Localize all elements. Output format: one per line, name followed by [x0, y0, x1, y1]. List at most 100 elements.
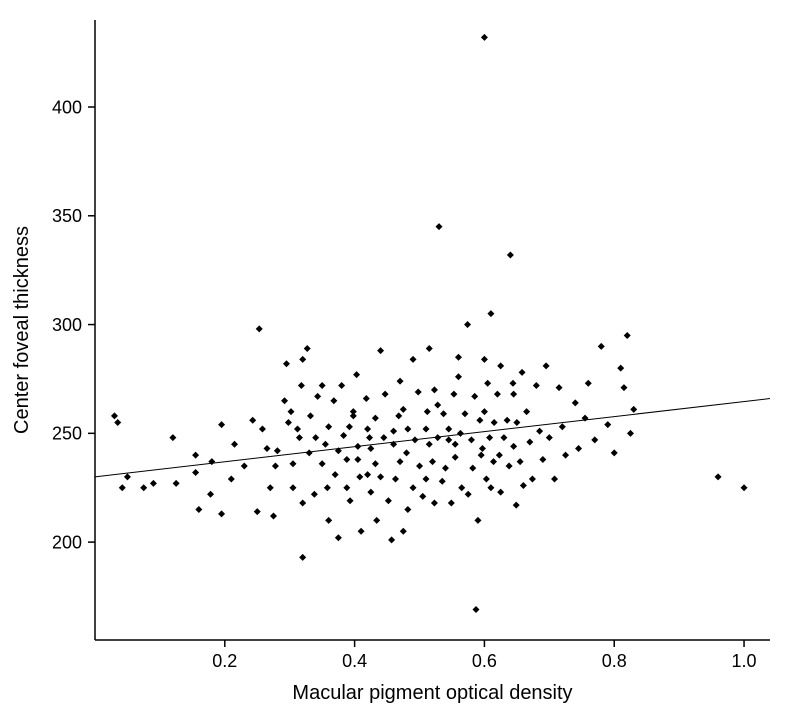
data-point	[372, 415, 379, 422]
data-point	[468, 436, 475, 443]
data-point	[411, 436, 418, 443]
data-point	[307, 412, 314, 419]
data-point	[424, 408, 431, 415]
data-point	[445, 436, 452, 443]
data-point	[539, 456, 546, 463]
data-point	[343, 484, 350, 491]
data-point	[487, 310, 494, 317]
data-point	[617, 365, 624, 372]
data-point	[346, 423, 353, 430]
data-point	[390, 428, 397, 435]
data-point	[403, 449, 410, 456]
data-point	[314, 393, 321, 400]
data-point	[304, 345, 311, 352]
data-point	[500, 434, 507, 441]
data-point	[559, 423, 566, 430]
data-point	[347, 497, 354, 504]
data-point	[169, 434, 176, 441]
data-point	[256, 325, 263, 332]
data-point	[497, 489, 504, 496]
data-point	[380, 434, 387, 441]
data-point	[464, 321, 471, 328]
data-point	[472, 606, 479, 613]
data-point	[358, 528, 365, 535]
data-point	[285, 419, 292, 426]
data-point	[620, 384, 627, 391]
data-point	[241, 462, 248, 469]
data-point	[715, 473, 722, 480]
data-point	[397, 378, 404, 385]
data-point	[455, 354, 462, 361]
data-point	[481, 408, 488, 415]
data-point	[457, 430, 464, 437]
data-point	[388, 536, 395, 543]
data-point	[332, 471, 339, 478]
data-point	[343, 456, 350, 463]
data-point	[218, 510, 225, 517]
data-point	[281, 397, 288, 404]
data-point	[350, 412, 357, 419]
data-point	[324, 484, 331, 491]
y-axis-title: Center foveal thickness	[11, 226, 33, 434]
data-point	[366, 434, 373, 441]
data-point	[536, 428, 543, 435]
data-point	[445, 425, 452, 432]
data-point	[611, 449, 618, 456]
data-point	[299, 356, 306, 363]
data-point	[598, 343, 605, 350]
data-point	[529, 476, 536, 483]
data-point	[363, 395, 370, 402]
data-point	[469, 465, 476, 472]
data-point	[517, 458, 524, 465]
data-point	[385, 497, 392, 504]
data-point	[325, 423, 332, 430]
data-point	[382, 391, 389, 398]
data-point	[519, 369, 526, 376]
data-point	[173, 480, 180, 487]
data-point	[111, 412, 118, 419]
data-point	[504, 417, 511, 424]
data-point	[319, 460, 326, 467]
data-point	[526, 439, 533, 446]
data-point	[195, 506, 202, 513]
x-tick-label: 0.8	[602, 651, 627, 671]
data-point	[404, 425, 411, 432]
data-point	[249, 417, 256, 424]
data-point	[377, 473, 384, 480]
data-point	[481, 356, 488, 363]
data-point	[299, 499, 306, 506]
data-point	[506, 462, 513, 469]
data-point	[487, 484, 494, 491]
data-point	[338, 382, 345, 389]
data-point	[630, 406, 637, 413]
data-point	[267, 484, 274, 491]
data-point	[494, 391, 501, 398]
data-point	[562, 452, 569, 459]
data-point	[259, 425, 266, 432]
data-point	[431, 386, 438, 393]
data-point	[426, 345, 433, 352]
data-point	[340, 432, 347, 439]
data-point	[218, 421, 225, 428]
data-point	[575, 445, 582, 452]
data-point	[364, 425, 371, 432]
data-point	[439, 478, 446, 485]
data-point	[513, 419, 520, 426]
data-point	[429, 458, 436, 465]
data-point	[354, 443, 361, 450]
data-point	[299, 554, 306, 561]
data-point	[311, 491, 318, 498]
data-point	[478, 452, 485, 459]
data-point	[400, 528, 407, 535]
data-point	[415, 389, 422, 396]
data-point	[423, 425, 430, 432]
data-point	[434, 434, 441, 441]
scatter-chart: 0.20.40.60.81.0200250300350400Macular pi…	[0, 0, 796, 725]
x-axis-title: Macular pigment optical density	[292, 682, 572, 704]
data-point	[306, 449, 313, 456]
data-point	[373, 517, 380, 524]
data-point	[741, 484, 748, 491]
data-point	[140, 484, 147, 491]
data-point	[364, 471, 371, 478]
data-point	[397, 458, 404, 465]
